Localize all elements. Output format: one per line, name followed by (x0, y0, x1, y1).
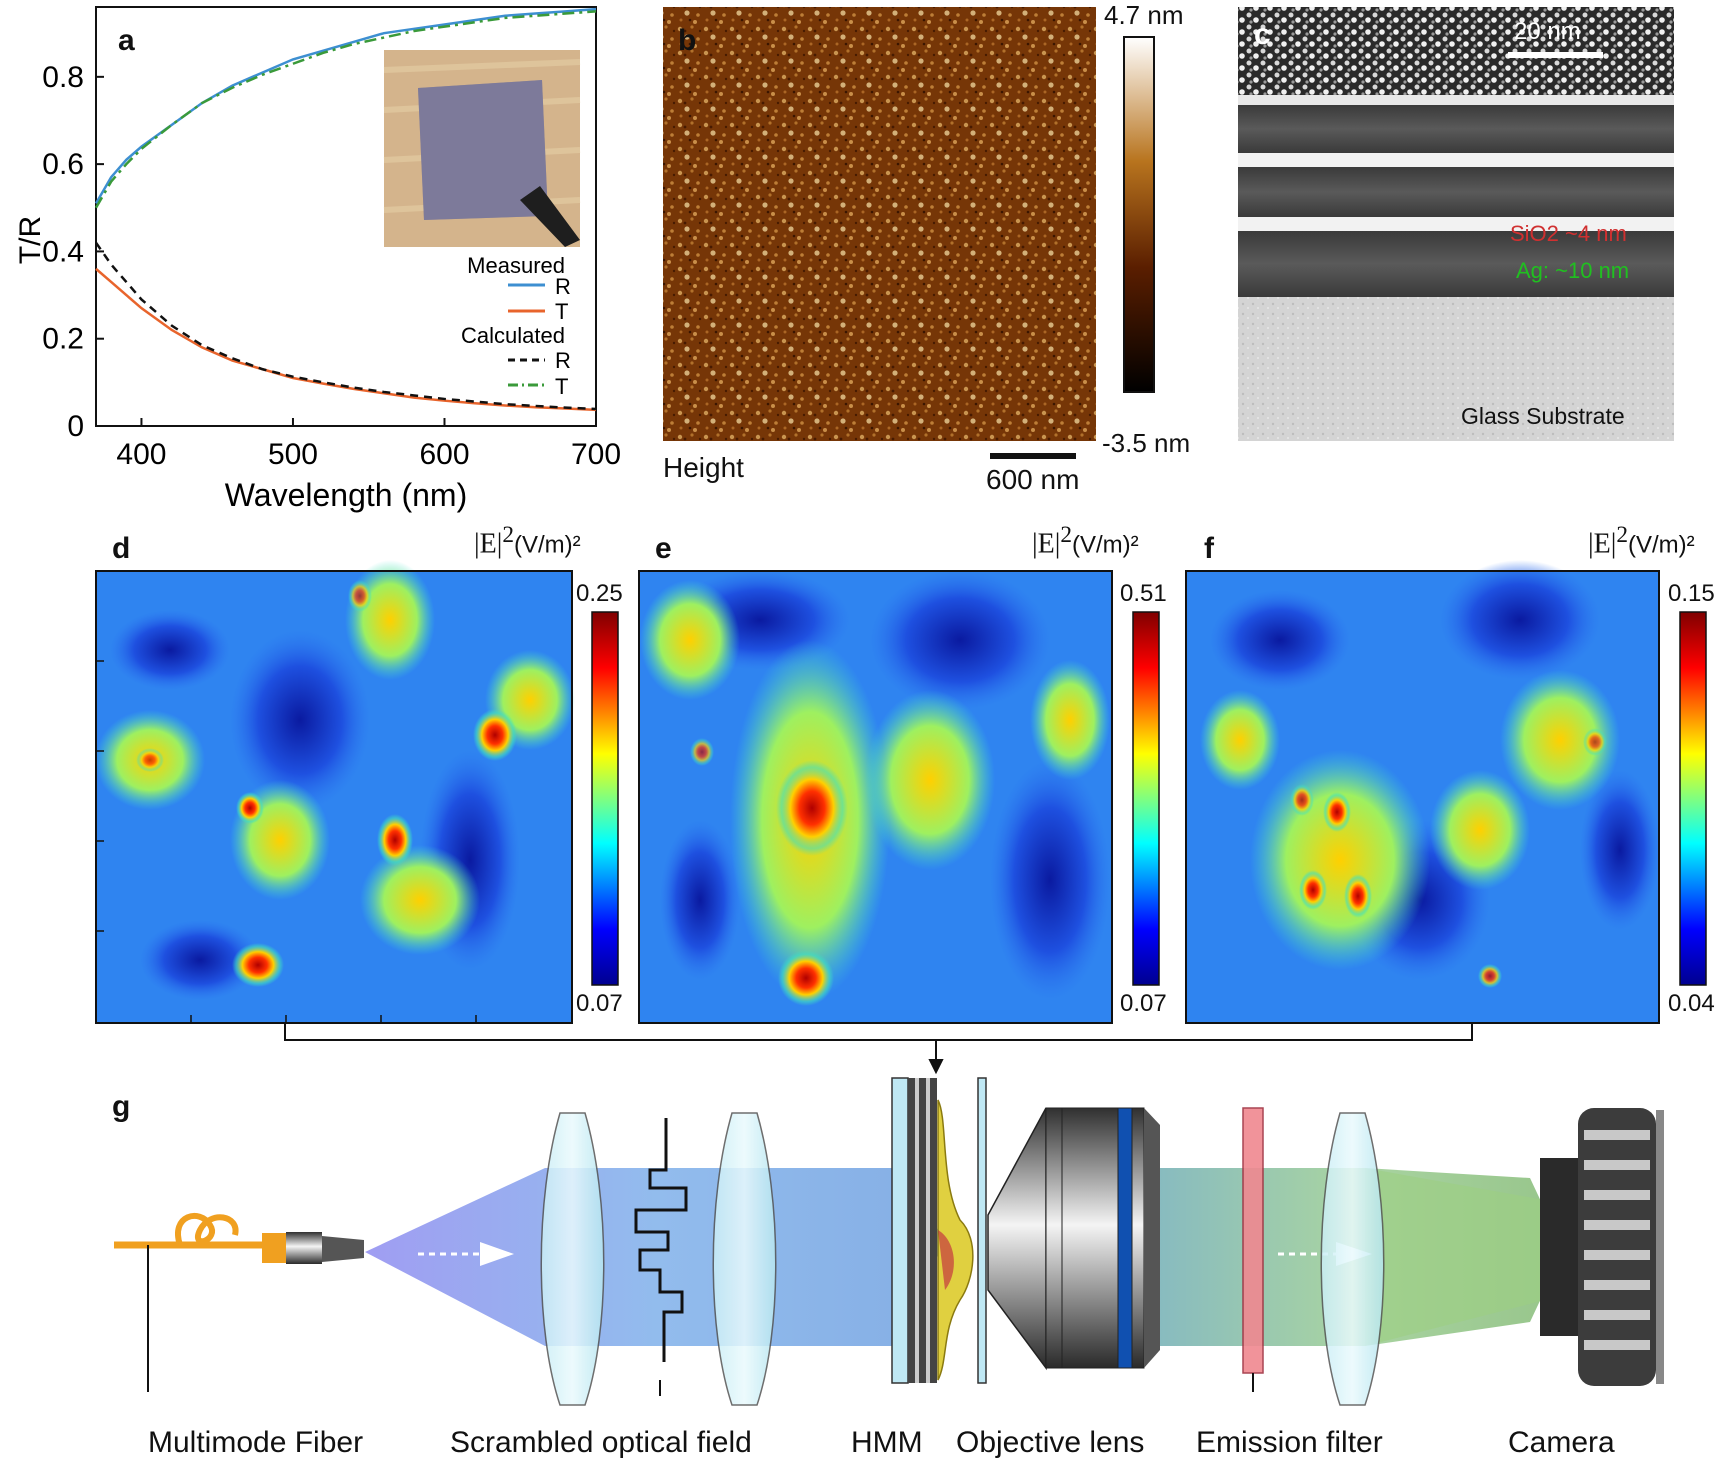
colorbar-e-min: 0.07 (1120, 990, 1167, 1017)
x-tick-label: 500 (268, 438, 318, 471)
panel-label-b: b (678, 24, 697, 57)
legend-measured-title: Measured (467, 253, 565, 278)
tem-ag-label: Ag: ~10 nm (1516, 258, 1630, 283)
series-calculated-t (94, 10, 597, 209)
legend-calc-t-label: T (555, 374, 568, 399)
colorbar-d-max: 0.25 (576, 580, 623, 607)
beam-arrow-1 (480, 1242, 514, 1266)
hmm-substrate (891, 1077, 909, 1384)
afm-scale-min: -3.5 nm (1102, 428, 1191, 458)
y-tick-label: 0.8 (42, 61, 84, 94)
colorbar-f-min: 0.04 (1668, 990, 1715, 1017)
caption-objective: Objective lens (956, 1426, 1145, 1459)
tem-sio2-label: SiO2 ~4 nm (1510, 221, 1627, 246)
field-unit-d: (V/m)² (514, 531, 581, 559)
tem-scalebar-label: 20 nm (1514, 18, 1581, 45)
x-tick-label: 400 (116, 438, 166, 471)
colorbar-d (591, 611, 619, 986)
tem-ag-layer-1 (1238, 105, 1674, 153)
legend-calculated-title: Calculated (461, 323, 565, 348)
afm-scalebar-label: 600 nm (986, 464, 1080, 495)
tem-ag-layer-2 (1238, 167, 1674, 217)
hmm-layers (908, 1078, 937, 1383)
panel-label-g: g (112, 1090, 131, 1123)
field-power-f: 2 (1616, 522, 1628, 548)
camera-body-front (1540, 1158, 1578, 1336)
chart-series-group (94, 7, 597, 412)
y-tick-label: 0.4 (42, 235, 84, 268)
afm-panel-b (663, 7, 1155, 459)
caption-hmm: HMM (851, 1426, 923, 1459)
colorbar-f (1679, 611, 1707, 986)
field-label-f: |E|2(V/m)² (1588, 522, 1695, 560)
field-power-e: 2 (1060, 522, 1072, 548)
optical-setup (114, 1077, 1664, 1406)
colorbar-e-max: 0.51 (1120, 580, 1167, 607)
fiber-collimator (286, 1232, 322, 1264)
field-label-d: |E|2(V/m)² (474, 522, 581, 560)
objective-lens (987, 1107, 1047, 1371)
x-tick-label: 600 (419, 438, 469, 471)
lens-3 (1320, 1112, 1385, 1406)
field-label-e: |E|2(V/m)² (1032, 522, 1139, 560)
colorbar-d-min: 0.07 (576, 990, 623, 1017)
inset-sample-photo (383, 50, 581, 247)
legend-calc-r-label: R (555, 348, 571, 373)
legend-measured-r-label: R (555, 274, 571, 299)
chart-ylabel: T/R (14, 216, 47, 264)
caption-emission: Emission filter (1196, 1426, 1383, 1459)
chart-xlabel: Wavelength (nm) (225, 477, 467, 513)
colorbar-f-max: 0.15 (1668, 580, 1715, 607)
series-measured-t (95, 267, 597, 412)
emission-filter (1242, 1107, 1264, 1374)
y-tick-label: 0.2 (42, 323, 84, 356)
series-measured-r (94, 7, 597, 205)
field-map-e (638, 570, 1160, 1024)
field-map-d (95, 560, 619, 1024)
panel-label-a: a (118, 24, 135, 57)
panel-label-c: c (1254, 18, 1271, 51)
excitation-beam (365, 1168, 945, 1346)
tem-ag-layer-3 (1238, 231, 1674, 297)
afm-height-label: Height (663, 452, 744, 483)
field-unit-f: (V/m)² (1628, 531, 1695, 559)
afm-colorbar (1123, 36, 1155, 393)
chart-panel-a: 400 500 600 700 0 0.2 0.4 0.6 0.8 Measured R T C… (14, 6, 621, 513)
map-d-ticks (96, 660, 477, 1023)
afm-scale-max: 4.7 nm (1104, 0, 1184, 30)
panel-label-e: e (655, 532, 672, 565)
x-tick-label: 700 (571, 438, 621, 471)
caption-fiber: Multimode Fiber (148, 1426, 364, 1459)
field-symbol-d: |E| (474, 528, 503, 560)
y-tick-label: 0.6 (42, 148, 84, 181)
colorbar-e (1132, 611, 1160, 986)
lens-2 (712, 1112, 777, 1406)
tem-panel-c (1238, 7, 1674, 441)
tem-top-layer (1238, 7, 1674, 95)
lens-1 (540, 1112, 605, 1406)
caption-scrambled: Scrambled optical field (450, 1426, 752, 1459)
panel-label-d: d (112, 532, 131, 565)
series-calculated-r (94, 241, 597, 411)
scrambled-field-profile (634, 1118, 688, 1362)
legend-measured-t-label: T (555, 299, 568, 324)
tem-glass-substrate (1238, 297, 1674, 441)
field-symbol-f: |E| (1588, 528, 1617, 560)
field-unit-e: (V/m)² (1072, 531, 1139, 559)
field-power-d: 2 (502, 522, 514, 548)
chart-legend: Measured R T Calculated R T (461, 253, 571, 399)
chart-ticks: 400 500 600 700 0 0.2 0.4 0.6 0.8 (42, 61, 621, 471)
hmm-field-profile (937, 1099, 974, 1381)
field-map-f (1185, 560, 1707, 1024)
caption-camera: Camera (1508, 1426, 1615, 1459)
y-tick-label: 0 (67, 410, 84, 443)
map-connector (284, 1023, 1473, 1075)
panel-label-f: f (1204, 532, 1214, 565)
field-symbol-e: |E| (1032, 528, 1061, 560)
tem-substrate-label: Glass Substrate (1461, 403, 1625, 429)
afm-height-map (663, 7, 1096, 441)
coverslip (977, 1077, 987, 1384)
